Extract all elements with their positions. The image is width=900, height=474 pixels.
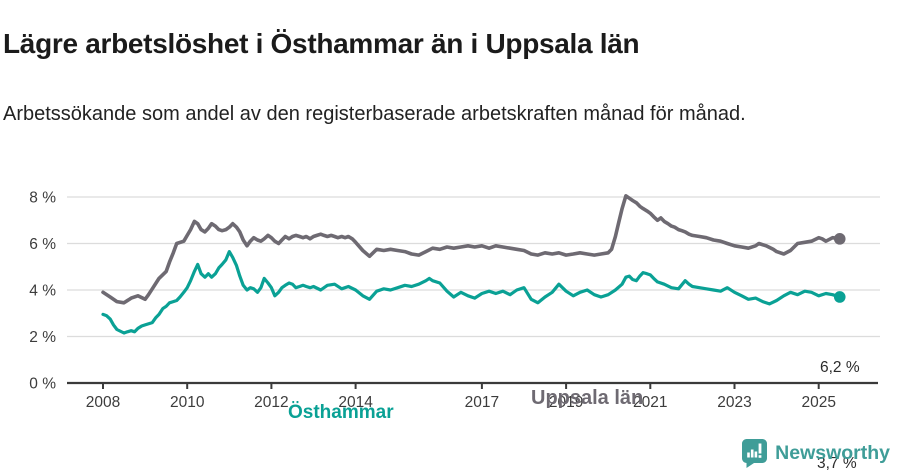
x-tick-label-2023: 2023 — [717, 394, 751, 411]
chart-canvas: 8 % 6 % 4 % 2 % 0 % 2008 2010 2012 2014 2017 2019 2… — [29, 190, 880, 411]
newsworthy-logo-icon — [742, 439, 768, 468]
newsworthy-brand-text: Newsworthy — [775, 442, 890, 464]
end-value-label-osthammar: 3,7 % — [817, 455, 857, 472]
series-line-uppsala — [101, 193, 842, 305]
x-tick-label-2021: 2021 — [633, 394, 667, 411]
x-tick-label-2010: 2010 — [170, 394, 205, 411]
series-label-uppsala: Uppsala län — [531, 387, 644, 409]
line-chart: 8 % 6 % 4 % 2 % 0 % 2008 2010 2012 2014 2017 2019 2… — [0, 150, 900, 472]
x-tick-label-2014: 2014 — [338, 394, 373, 411]
y-tick-label-6: 6 % — [29, 236, 56, 253]
end-dot-uppsala — [833, 233, 846, 245]
page-title: Lägre arbetslöshet i Östhammar än i Upps… — [3, 27, 640, 59]
end-dot-osthammar — [833, 291, 846, 303]
y-tick-label-4: 4 % — [29, 283, 56, 300]
series-label-osthammar: Östhammar — [288, 402, 394, 423]
series-line-osthammar — [101, 249, 842, 335]
x-tick-label-2008: 2008 — [86, 394, 120, 411]
end-value-label-uppsala: 6,2 % — [820, 359, 860, 376]
x-tick-label-2025: 2025 — [801, 394, 835, 411]
x-tick-label-2012: 2012 — [254, 394, 288, 411]
y-tick-label-2: 2 % — [29, 329, 56, 346]
y-tick-label-0: 0 % — [29, 376, 56, 393]
chart-subtitle: Arbetssökande som andel av den registerb… — [3, 103, 746, 125]
y-tick-label-8: 8 % — [29, 190, 56, 207]
newsworthy-brand-link[interactable]: Newsworthy — [741, 438, 890, 469]
x-tick-label-2017: 2017 — [465, 394, 499, 411]
x-tick-label-2019: 2019 — [549, 394, 583, 411]
